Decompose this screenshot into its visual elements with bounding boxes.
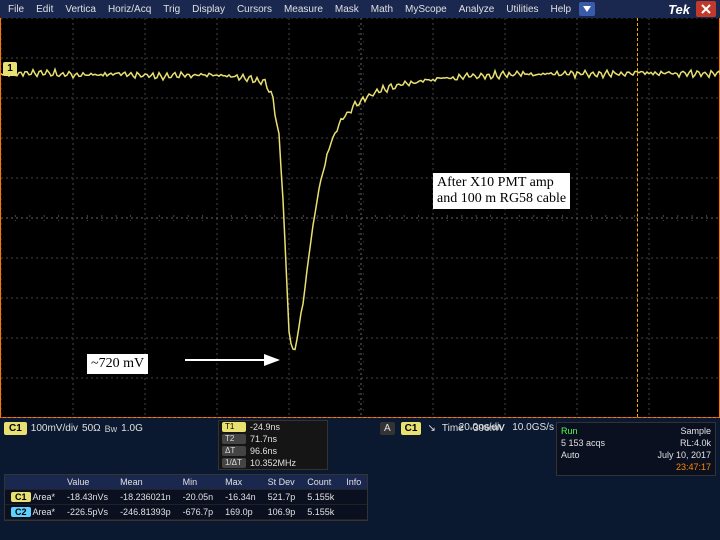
annotation-arrow-icon [183, 350, 303, 370]
meas-mean: -18.236021n [114, 490, 177, 505]
meas-header: Info [340, 475, 367, 490]
table-row[interactable]: C1Area* -18.43nVs -18.236021n -20.05n -1… [5, 490, 367, 505]
meas-name: Area* [33, 507, 56, 517]
timing-label: ΔT [222, 446, 246, 456]
annotation-value-text: ~720 mV [91, 356, 144, 371]
menu-trig[interactable]: Trig [157, 2, 186, 17]
channel-1-marker[interactable]: 1 [3, 62, 17, 76]
record-length: RL:4.0k [680, 438, 711, 448]
menu-mask[interactable]: Mask [329, 2, 365, 17]
meas-header: Min [177, 475, 220, 490]
meas-header: Count [301, 475, 340, 490]
timing-label: 1/ΔT [222, 458, 246, 468]
table-row[interactable]: C2Area* -226.5pVs -246.81393p -676.7p 16… [5, 505, 367, 520]
acq-date: July 10, 2017 [657, 450, 711, 460]
acq-count: 5 153 acqs [561, 438, 605, 448]
menu-math[interactable]: Math [365, 2, 399, 17]
annotation-description: After X10 PMT amp and 100 m RG58 cable [433, 173, 570, 209]
meas-max: 169.0p [219, 505, 262, 520]
meas-count: 5.155k [301, 505, 340, 520]
meas-value: -18.43nVs [61, 490, 114, 505]
meas-channel-badge: C1 [11, 492, 31, 502]
trigger-source-badge: C1 [401, 422, 422, 435]
meas-mean: -246.81393p [114, 505, 177, 520]
meas-name: Area* [33, 492, 56, 502]
annotation-line2: and 100 m RG58 cable [437, 191, 566, 206]
timing-value: 71.7ns [250, 434, 277, 444]
meas-header: Value [61, 475, 114, 490]
menu-edit[interactable]: Edit [30, 2, 59, 17]
bandwidth-icon: Bw [105, 424, 118, 434]
menu-help[interactable]: Help [545, 2, 578, 17]
channel-bandwidth: 1.0G [121, 423, 143, 434]
meas-header [5, 475, 61, 490]
cursor-readout[interactable]: T1 -24.9ns T2 71.7ns ΔT 96.6ns 1/ΔT 10.352MHz [218, 420, 328, 470]
channel-scale: 100mV/div [31, 423, 78, 434]
timing-label: T1 [222, 422, 246, 432]
trigger-mode: Auto [561, 450, 580, 460]
timing-value: 96.6ns [250, 446, 277, 456]
menu-vertical[interactable]: Vertica [59, 2, 102, 17]
oscilloscope-display[interactable]: 1 After X10 PMT amp and 100 m RG58 cable… [0, 18, 720, 418]
acquisition-status: Run Sample 5 153 acqs RL:4.0k Auto July 10,… [556, 422, 716, 476]
trigger-a-icon: A [380, 422, 395, 435]
meas-min: -20.05n [177, 490, 220, 505]
menu-utilities[interactable]: Utilities [500, 2, 544, 17]
sample-mode: Sample [680, 426, 711, 436]
menu-measure[interactable]: Measure [278, 2, 329, 17]
timing-value: -24.9ns [250, 422, 280, 432]
menu-analyze[interactable]: Analyze [453, 2, 501, 17]
brand-badge: Tek [668, 2, 690, 17]
channel-impedance: 50Ω [82, 423, 101, 434]
channel-info[interactable]: C1 100mV/div 50Ω Bw 1.0G [4, 422, 143, 435]
meas-count: 5.155k [301, 490, 340, 505]
menu-display[interactable]: Display [186, 2, 231, 17]
meas-stdev: 106.9p [262, 505, 302, 520]
menu-dropdown-icon[interactable] [579, 2, 595, 16]
annotation-line1: After X10 PMT amp [437, 175, 554, 190]
menubar: File Edit Vertica Horiz/Acq Trig Display… [0, 0, 720, 18]
meas-header: Mean [114, 475, 177, 490]
measurement-table[interactable]: ValueMeanMinMaxSt DevCountInfo C1Area* -… [4, 474, 368, 521]
annotation-value: ~720 mV [87, 354, 148, 374]
meas-channel-badge: C2 [11, 507, 31, 517]
menu-horizacq[interactable]: Horiz/Acq [102, 2, 157, 17]
trigger-edge-icon: ↘ [427, 423, 435, 434]
meas-stdev: 521.7p [262, 490, 302, 505]
timebase-scale: 20.0ns/div [459, 422, 505, 433]
meas-info [340, 505, 367, 520]
channel-badge: C1 [4, 422, 27, 435]
menu-myscope[interactable]: MyScope [399, 2, 453, 17]
menu-cursors[interactable]: Cursors [231, 2, 278, 17]
menu-file[interactable]: File [2, 2, 30, 17]
meas-header: Max [219, 475, 262, 490]
readout-panel: C1 100mV/div 50Ω Bw 1.0G T1 -24.9ns T2 71.7… [0, 418, 720, 540]
meas-max: -16.34n [219, 490, 262, 505]
meas-header: St Dev [262, 475, 302, 490]
timing-value: 10.352MHz [250, 458, 296, 468]
meas-info [340, 490, 367, 505]
timebase-rate: 10.0GS/s [512, 422, 554, 433]
trigger-cursor[interactable] [637, 18, 638, 417]
close-button[interactable] [696, 1, 716, 17]
meas-min: -676.7p [177, 505, 220, 520]
run-status: Run [561, 426, 578, 436]
acq-time: 23:47:17 [676, 462, 711, 472]
meas-value: -226.5pVs [61, 505, 114, 520]
timing-label: T2 [222, 434, 246, 444]
